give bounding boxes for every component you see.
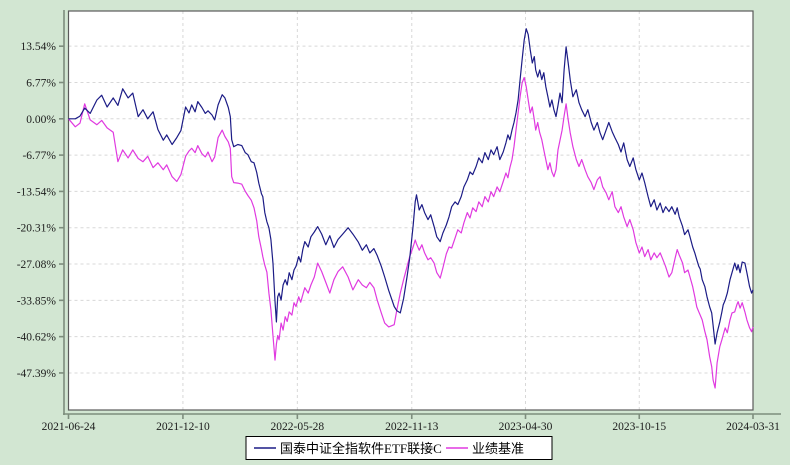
y-tick-label: -47.39% bbox=[17, 368, 57, 380]
plot-area bbox=[68, 11, 753, 410]
y-tick-label: -13.54% bbox=[17, 186, 57, 198]
y-tick-label: -27.08% bbox=[17, 259, 57, 271]
y-tick-label: 13.54% bbox=[21, 41, 57, 53]
y-tick-label: -20.31% bbox=[17, 223, 57, 235]
gridlines bbox=[68, 11, 753, 410]
legend-box bbox=[245, 436, 553, 460]
fund-line bbox=[68, 28, 754, 345]
legend-label: 国泰中证全指软件ETF联接C bbox=[280, 441, 442, 456]
x-tick-label: 2023-04-30 bbox=[499, 421, 553, 433]
y-tick-label: -40.62% bbox=[17, 332, 57, 344]
plot-border bbox=[67, 10, 754, 411]
x-tick-label: 2024-03-31 bbox=[726, 421, 780, 433]
x-tick-label: 2021-12-10 bbox=[156, 421, 210, 433]
y-tick-label: -6.77% bbox=[22, 150, 56, 162]
y-tick-label: -33.85% bbox=[17, 295, 57, 307]
x-axis-labels: 2021-06-24 2021-12-10 2022-05-28 2022-11-13… bbox=[42, 421, 780, 433]
legend-label: 业绩基准 bbox=[472, 441, 524, 456]
x-tick-label: 2022-11-13 bbox=[385, 421, 438, 433]
x-tick-label: 2022-05-28 bbox=[271, 421, 325, 433]
x-tick-label: 2023-10-15 bbox=[612, 421, 666, 433]
y-axis-labels: 13.54% 6.77% 0.00% -6.77% -13.54% -20.31% -27.… bbox=[17, 41, 57, 380]
y-tick-label: 0.00% bbox=[26, 114, 56, 126]
axes bbox=[59, 10, 781, 419]
benchmark-line bbox=[68, 76, 754, 389]
legend-item: 业绩基准 bbox=[446, 441, 524, 456]
x-tick-label: 2021-06-24 bbox=[42, 421, 96, 433]
legend-item: 国泰中证全指软件ETF联接C bbox=[254, 441, 442, 456]
y-tick-label: 6.77% bbox=[26, 77, 56, 89]
legend: 国泰中证全指软件ETF联接C 业绩基准 bbox=[245, 436, 553, 460]
